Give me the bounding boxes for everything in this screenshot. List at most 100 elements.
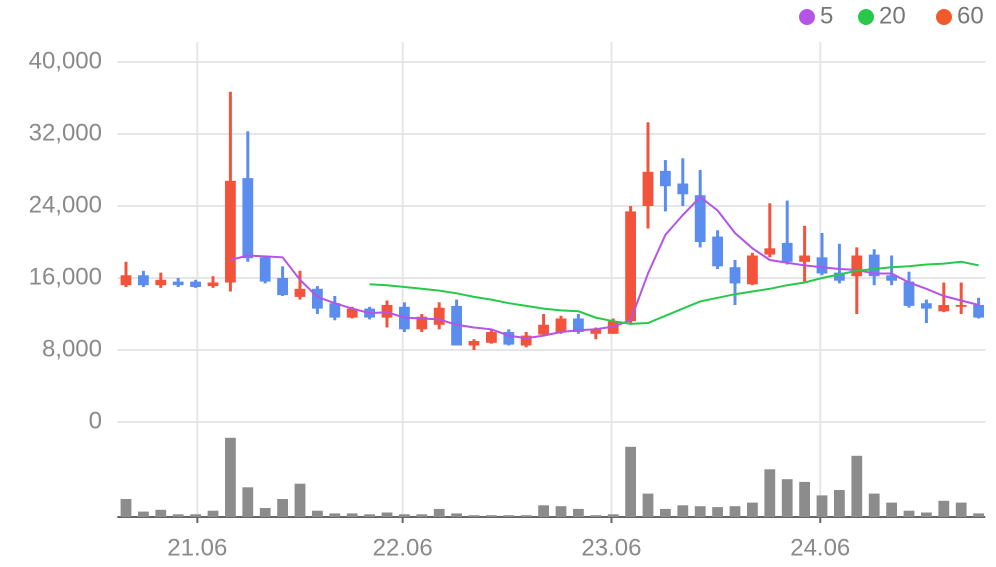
- candle-body: [712, 236, 723, 267]
- candle-body: [259, 257, 271, 282]
- candle-body: [190, 281, 201, 287]
- candle-body: [903, 281, 915, 306]
- volume-bar: [312, 510, 323, 517]
- y-tick-label: 8,000: [42, 335, 102, 362]
- candle-body: [921, 303, 932, 309]
- volume-bar: [538, 505, 549, 517]
- volume-bar: [955, 502, 967, 517]
- candle-body: [955, 305, 967, 307]
- x-tick-label: 24.06: [790, 534, 850, 561]
- candle-body: [764, 248, 776, 255]
- volume-bar: [364, 514, 375, 517]
- volume-bar: [590, 515, 602, 517]
- candle-body: [590, 329, 602, 334]
- volume-bar: [155, 509, 167, 517]
- candle-body: [660, 170, 671, 187]
- ma-line: [369, 260, 979, 325]
- candle-body: [207, 282, 219, 287]
- candle-body: [503, 332, 515, 345]
- volume-bar: [468, 515, 480, 517]
- y-tick-label: 24,000: [29, 191, 102, 218]
- volume-bar: [503, 515, 515, 517]
- volume-bar: [329, 513, 341, 517]
- volume-bar: [416, 514, 428, 517]
- volume-bar: [625, 446, 636, 517]
- x-tick-label: 22.06: [373, 534, 433, 561]
- candle-body: [677, 183, 689, 195]
- candle-body: [172, 281, 184, 286]
- candle-body: [799, 255, 810, 262]
- y-tick-label: 40,000: [29, 47, 102, 74]
- candle-body: [277, 278, 288, 296]
- candle-body: [573, 318, 584, 332]
- candle-body: [242, 178, 254, 259]
- volume-bar: [294, 483, 306, 517]
- candle-body: [886, 275, 897, 281]
- candle-body: [120, 275, 132, 286]
- candle-body: [781, 242, 793, 262]
- volume-bar: [781, 479, 793, 517]
- volume-bar: [764, 469, 776, 517]
- volume-bar: [677, 505, 689, 517]
- volume-bar: [520, 515, 532, 517]
- candle-body: [694, 195, 706, 242]
- candle-body: [225, 180, 236, 283]
- volume-bar: [747, 502, 758, 517]
- legend-label: 60: [957, 2, 984, 29]
- candle-body: [868, 254, 880, 277]
- volume-bar: [607, 514, 619, 517]
- legend-label: 5: [820, 2, 833, 29]
- ma-line: [230, 195, 979, 340]
- candle-body: [816, 257, 828, 274]
- candle-body: [729, 267, 741, 284]
- volume-bar: [694, 506, 706, 517]
- candle-body: [346, 308, 358, 318]
- candle-body: [294, 288, 306, 297]
- volume-bar: [886, 502, 897, 517]
- candle-body: [138, 275, 149, 286]
- candle-body: [834, 272, 845, 281]
- volume-bar: [207, 510, 219, 517]
- y-tick-label: 0: [89, 407, 102, 434]
- volume-bar: [799, 481, 810, 517]
- candle-body: [747, 255, 758, 285]
- x-tick-label: 21.06: [167, 534, 227, 561]
- volume-bar: [921, 512, 932, 517]
- y-tick-label: 32,000: [29, 119, 102, 146]
- candle-body: [555, 318, 567, 332]
- volume-bar: [660, 508, 671, 517]
- candle-body: [486, 332, 497, 343]
- volume-bar: [120, 499, 132, 517]
- candle-body: [312, 288, 323, 309]
- volume-bar: [451, 513, 462, 517]
- candle-body: [433, 307, 445, 325]
- volume-bar: [225, 437, 236, 517]
- x-tick-label: 23.06: [581, 534, 641, 561]
- candle-body: [416, 316, 428, 330]
- candle-body: [625, 211, 636, 322]
- candle-body: [520, 335, 532, 346]
- legend-swatch: [799, 9, 815, 25]
- candle-body: [155, 279, 167, 286]
- y-tick-label: 16,000: [29, 263, 102, 290]
- volume-bar: [277, 499, 288, 517]
- candle-body: [329, 303, 341, 318]
- legend-label: 20: [879, 2, 906, 29]
- volume-bar: [172, 514, 184, 517]
- volume-bar: [903, 510, 915, 517]
- volume-bar: [190, 514, 201, 517]
- volume-bar: [433, 508, 445, 517]
- volume-bar: [242, 487, 254, 517]
- volume-bar: [729, 506, 741, 517]
- volume-bar: [712, 507, 723, 517]
- volume-bar: [138, 511, 149, 517]
- volume-bar: [486, 515, 497, 517]
- candle-body: [642, 171, 654, 206]
- candle-body: [938, 305, 950, 312]
- volume-bar: [555, 506, 567, 517]
- volume-bar: [851, 455, 863, 517]
- volume-bar: [381, 512, 393, 517]
- volume-bar: [868, 493, 880, 517]
